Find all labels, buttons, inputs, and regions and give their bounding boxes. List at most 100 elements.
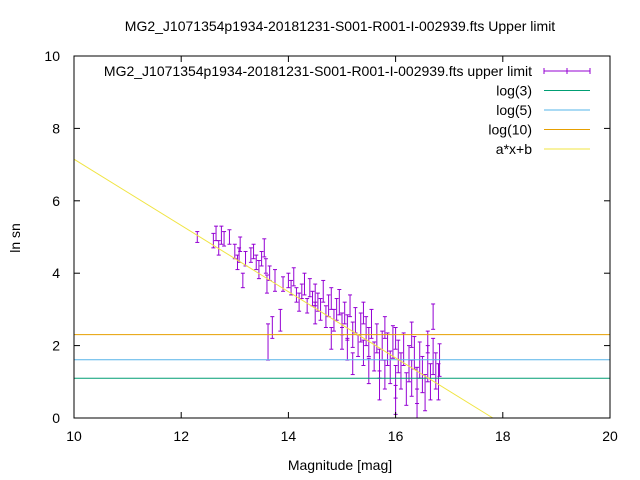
data-point [305,298,310,314]
lines-layer [73,158,610,419]
data-point [216,240,221,256]
fit-line [73,158,494,419]
data-point [299,283,304,300]
legend-entry: log(5) [496,102,590,118]
legend: MG2_J1071354p1934-20181231-S001-R001-I-0… [104,63,591,157]
data-point [294,287,299,303]
x-tick-label: 16 [388,428,404,444]
data-point [385,332,390,367]
data-point [195,231,200,243]
data-point [238,236,243,252]
data-point [366,357,371,385]
data-point [219,225,224,245]
plot-frame [73,55,611,419]
data-point [263,258,268,274]
data-point [307,278,312,298]
data-point [318,298,323,321]
legend-label: a*x+b [496,141,532,157]
data-point [342,301,347,325]
x-tick-label: 18 [495,428,511,444]
legend-label: MG2_J1071354p1934-20181231-S001-R001-I-0… [104,63,532,79]
data-point [372,341,377,372]
data-point [393,327,398,350]
x-axis-label: Magnitude [mag] [288,457,392,473]
data-point [240,272,245,289]
data-point [254,254,259,271]
legend-entry: MG2_J1071354p1934-20181231-S001-R001-I-0… [104,63,591,79]
data-point [377,370,382,401]
data-point [356,334,361,357]
data-point [297,292,302,312]
data-point [291,267,296,287]
data-point [431,303,436,330]
data-point [393,384,398,415]
data-point [382,359,387,390]
data-point [345,337,350,361]
y-tick-label: 8 [52,120,60,136]
data-point [329,327,334,350]
x-tick-label: 20 [602,428,618,444]
data-point [286,272,291,289]
data-point [267,265,272,281]
data-point [398,352,403,390]
chart-title: MG2_J1071354p1934-20181231-S001-R001-I-0… [125,18,556,34]
data-point [350,352,355,376]
data-point [251,243,256,260]
data-point [358,312,363,343]
data-point [256,260,261,280]
x-tick-label: 12 [173,428,189,444]
data-point [412,336,417,370]
data-point [361,301,366,325]
series-layer [195,225,442,419]
y-axis-label: ln sn [7,223,23,253]
data-point [404,372,409,406]
x-tick-label: 10 [66,428,82,444]
data-point [262,238,267,258]
data-point [259,250,264,267]
ticks-layer: 10 12 14 16 18 20 0 2 4 6 8 10 [44,48,618,444]
data-point [407,345,411,383]
data-point [431,337,436,376]
y-tick-label: 6 [52,193,60,209]
data-point [310,290,315,307]
data-point [366,327,371,357]
data-point [266,323,271,361]
data-point [340,327,344,350]
y-tick-label: 10 [44,48,60,64]
data-point [348,294,353,318]
data-point [232,243,237,260]
data-point [278,308,283,332]
data-point [374,323,379,354]
data-point [329,287,334,310]
data-point [396,339,401,374]
data-point [289,279,294,296]
x-tick-label: 14 [281,428,297,444]
legend-entry: log(3) [496,83,590,99]
data-point [353,307,358,334]
data-point [369,308,374,339]
data-point [321,279,326,303]
data-point [227,229,232,245]
data-point [273,269,277,292]
data-point [337,288,342,316]
data-point [248,247,253,263]
data-point [364,316,369,347]
legend-label: log(3) [496,83,532,99]
data-point [222,231,227,247]
data-point [302,272,307,296]
legend-label: log(5) [496,102,532,118]
legend-entry: a*x+b [496,141,590,157]
data-point [423,374,428,412]
data-point [428,363,433,401]
data-point [361,339,366,367]
data-point [323,305,328,328]
legend-entry: log(10) [488,122,590,138]
y-tick-label: 2 [52,338,60,354]
data-point [401,332,406,367]
y-tick-label: 0 [52,410,60,426]
data-point [380,330,385,361]
y-tick-label: 4 [52,265,60,281]
data-point [313,301,318,325]
legend-label: log(10) [488,122,532,138]
